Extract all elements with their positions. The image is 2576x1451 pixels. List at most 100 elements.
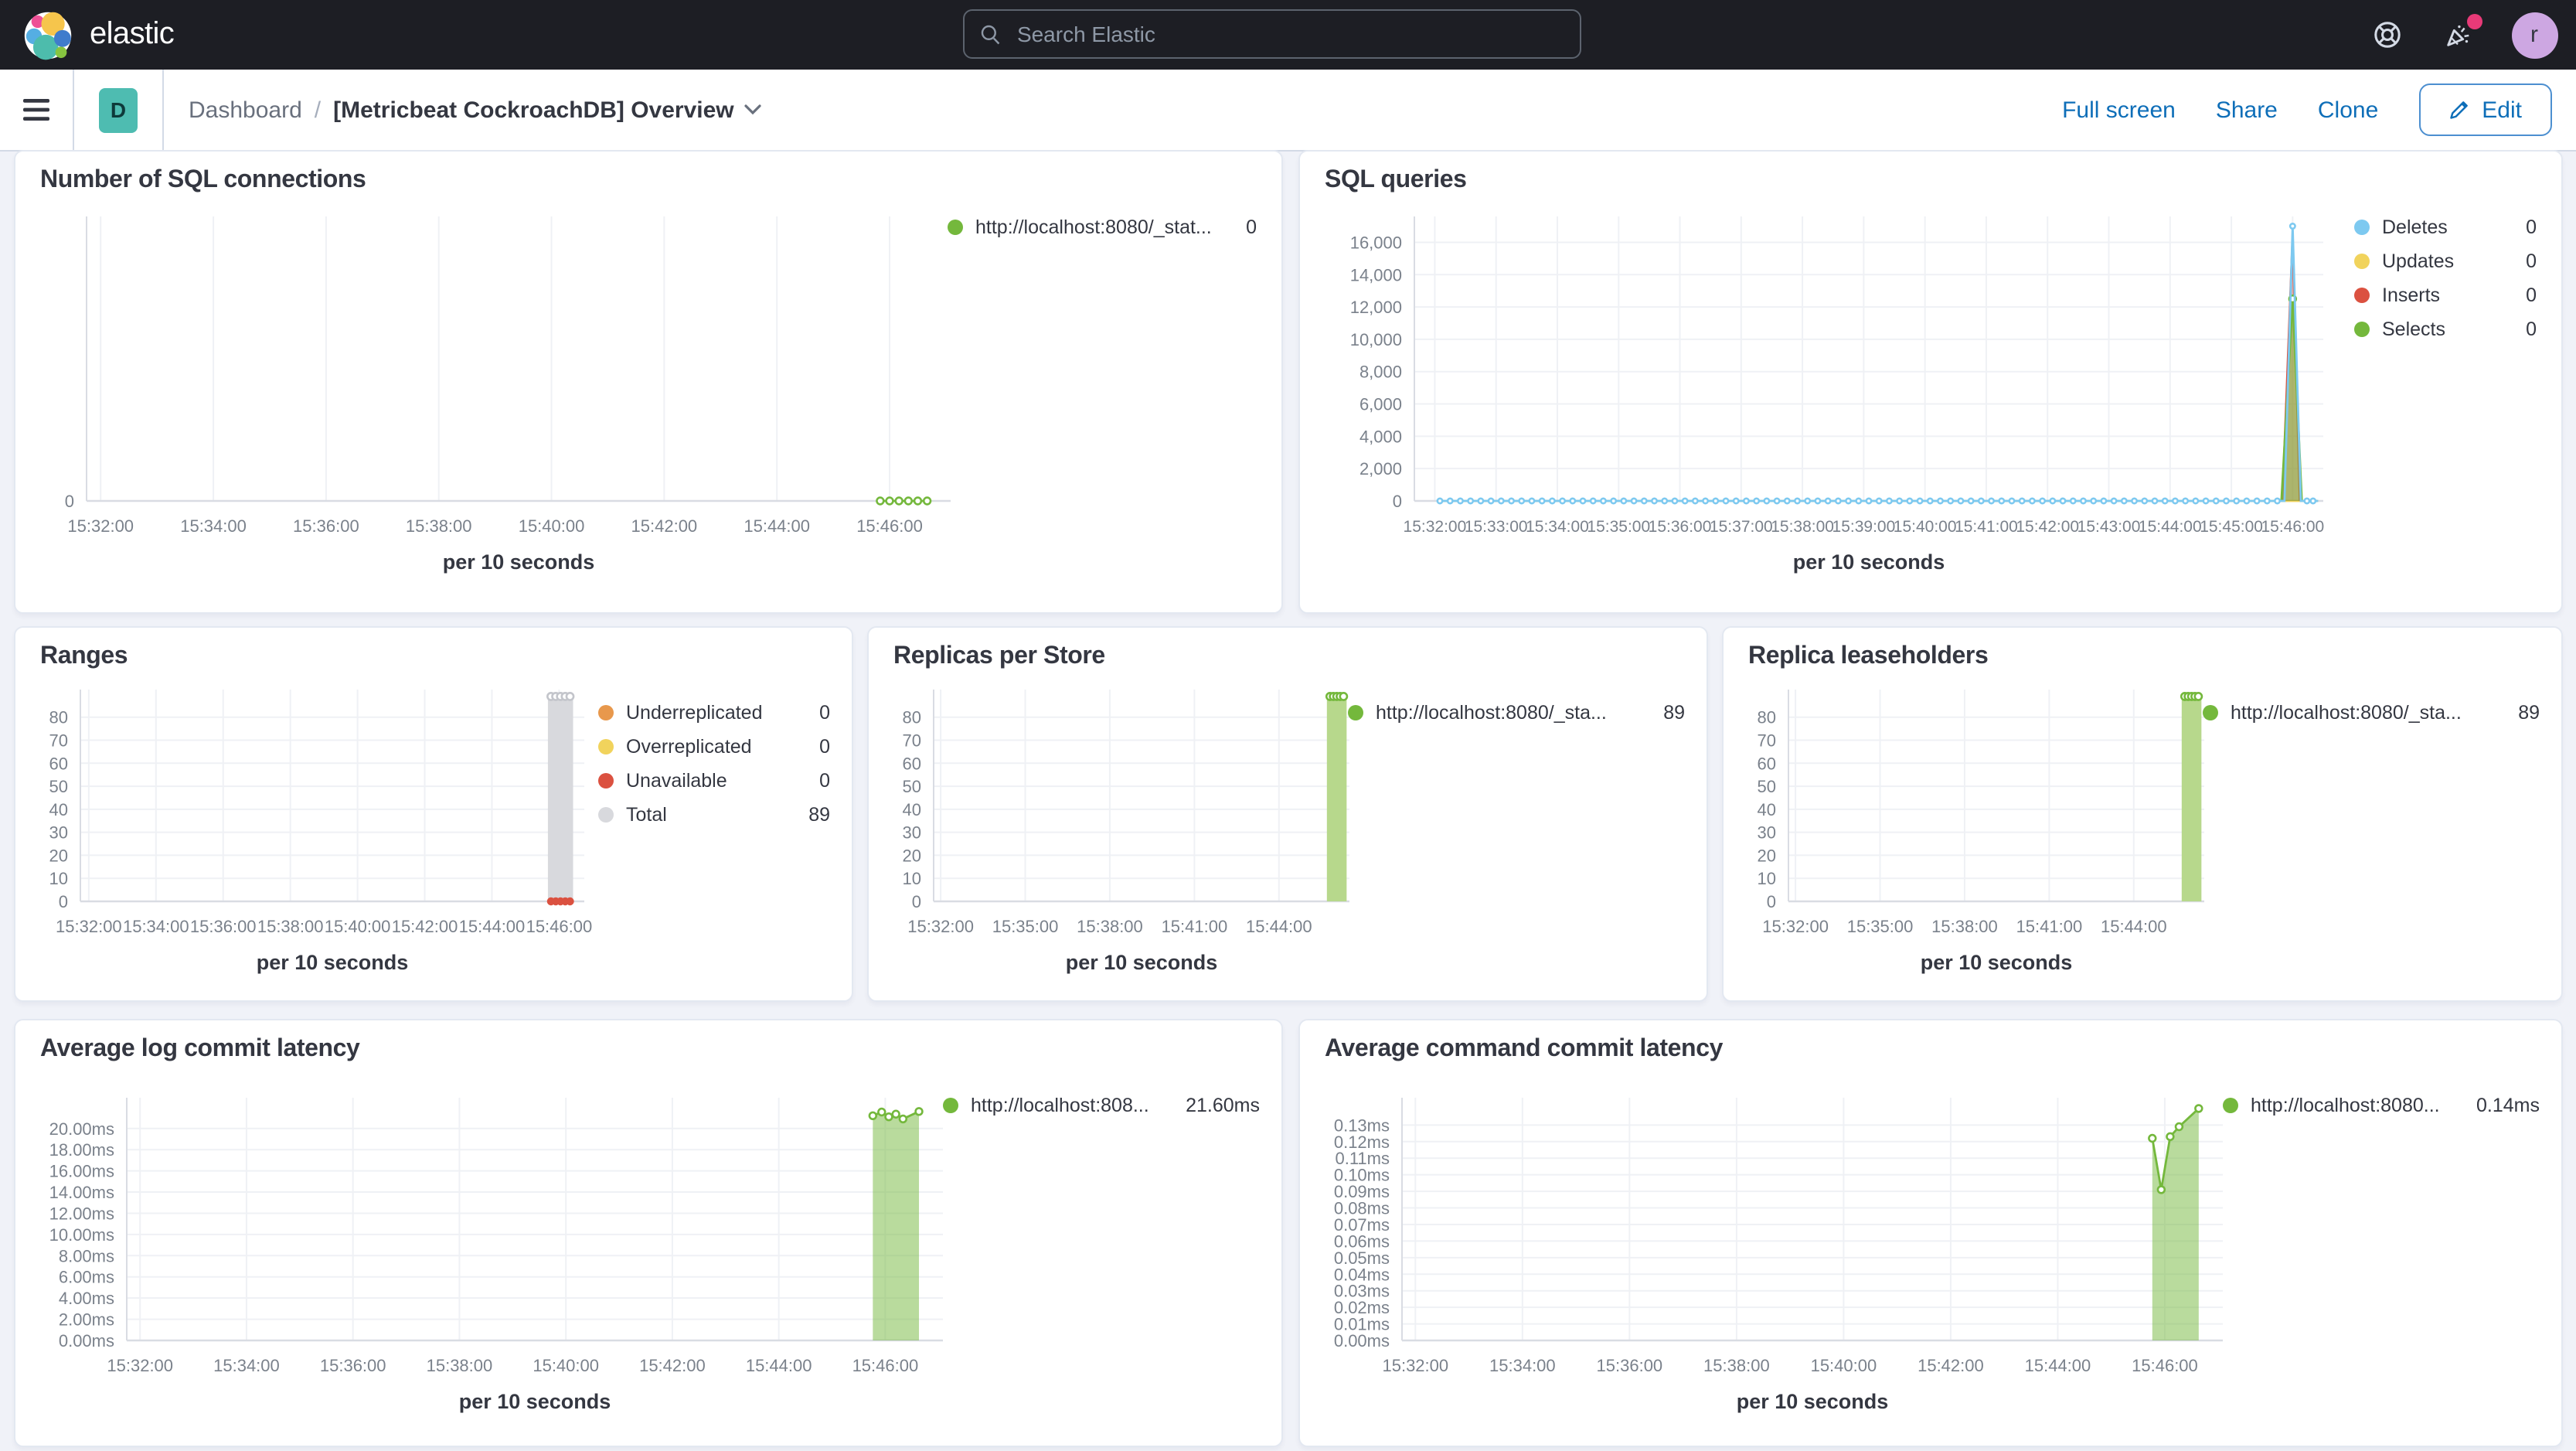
svg-text:10: 10 xyxy=(903,869,921,888)
legend-item[interactable]: Total 89 xyxy=(598,804,830,826)
notification-badge xyxy=(2466,13,2482,29)
dashboard-actions: Full screen Share Clone Edit xyxy=(2062,83,2576,136)
svg-text:12.00ms: 12.00ms xyxy=(49,1204,114,1223)
panel-title[interactable]: Average command commit latency xyxy=(1325,1036,1724,1062)
svg-text:15:35:00: 15:35:00 xyxy=(992,917,1059,936)
panel-title[interactable]: Average log commit latency xyxy=(40,1036,360,1062)
svg-text:50: 50 xyxy=(1758,777,1776,796)
svg-text:15:46:00: 15:46:00 xyxy=(526,917,593,936)
svg-text:15:32:00: 15:32:00 xyxy=(907,917,974,936)
chart-legend: http://localhost:8080/_sta... 89 xyxy=(1348,702,1685,736)
svg-text:15:40:00: 15:40:00 xyxy=(519,516,585,536)
legend-item[interactable]: Selects 0 xyxy=(2354,318,2537,340)
search-input[interactable] xyxy=(1013,20,1564,48)
legend-item[interactable]: Inserts 0 xyxy=(2354,284,2537,306)
breadcrumb-separator: / xyxy=(314,97,322,123)
svg-text:0.12ms: 0.12ms xyxy=(1334,1133,1390,1152)
menu-icon[interactable] xyxy=(0,70,73,150)
legend-item[interactable]: http://localhost:8080/_sta... 89 xyxy=(1348,702,1685,724)
legend-value: 89 xyxy=(808,804,830,826)
edit-button[interactable]: Edit xyxy=(2418,83,2551,136)
legend-value: 0 xyxy=(819,702,830,724)
legend-value: 0 xyxy=(2526,318,2537,340)
svg-text:20: 20 xyxy=(903,846,921,865)
clone-button[interactable]: Clone xyxy=(2317,97,2379,123)
svg-text:14.00ms: 14.00ms xyxy=(49,1183,114,1202)
svg-text:18.00ms: 18.00ms xyxy=(49,1140,114,1160)
svg-text:4.00ms: 4.00ms xyxy=(59,1289,114,1308)
sql-connections-chart[interactable]: 0 15:32:00 15:34:00 15:36:00 15:38:00 15:40:0… xyxy=(40,198,1260,603)
legend-item[interactable]: http://localhost:8080/_stat... 0 xyxy=(948,216,1257,238)
panel-title[interactable]: Replica leaseholders xyxy=(1748,643,1989,669)
svg-text:15:35:00: 15:35:00 xyxy=(1587,518,1650,536)
svg-text:6.00ms: 6.00ms xyxy=(59,1268,114,1287)
svg-text:15:46:00: 15:46:00 xyxy=(2132,1356,2198,1375)
full-screen-button[interactable]: Full screen xyxy=(2062,97,2176,123)
command-commit-latency-chart[interactable]: 0.00ms0.01ms0.02ms0.03ms0.04ms0.05ms0.06… xyxy=(1325,1067,2540,1436)
svg-text:0.00ms: 0.00ms xyxy=(59,1331,114,1351)
panel-title[interactable]: Replicas per Store xyxy=(893,643,1105,669)
breadcrumb-dashboard[interactable]: Dashboard xyxy=(189,97,302,123)
space-switcher: D xyxy=(74,70,162,150)
sql-queries-chart[interactable]: 0 2,000 4,000 6,000 8,000 10,000 12,000 14,000 1… xyxy=(1325,198,2540,603)
svg-text:15:32:00: 15:32:00 xyxy=(107,1356,173,1375)
legend-item[interactable]: Overreplicated 0 xyxy=(598,736,830,758)
svg-text:0.02ms: 0.02ms xyxy=(1334,1298,1390,1317)
legend-label: Unavailable xyxy=(626,770,727,792)
space-badge[interactable]: D xyxy=(99,87,138,132)
svg-text:4,000: 4,000 xyxy=(1359,427,1402,446)
svg-text:15:34:00: 15:34:00 xyxy=(213,1356,280,1375)
replica-leaseholders-chart[interactable]: 0 10 20 30 40 50 60 70 80 15:32:00 15:35:00 15:38:0… xyxy=(1748,674,2540,991)
svg-text:15:44:00: 15:44:00 xyxy=(459,917,526,936)
svg-text:15:38:00: 15:38:00 xyxy=(1771,518,1834,536)
breadcrumb-current[interactable]: [Metricbeat CockroachDB] Overview xyxy=(333,97,762,123)
svg-text:60: 60 xyxy=(1758,754,1776,773)
svg-text:15:34:00: 15:34:00 xyxy=(123,917,189,936)
svg-text:15:32:00: 15:32:00 xyxy=(56,917,122,936)
divider xyxy=(73,70,74,150)
legend-item[interactable]: http://localhost:808... 21.60ms xyxy=(943,1095,1260,1116)
panel-replica-leaseholders: Replica leaseholders 0 10 20 30 40 50 60 70 80 15… xyxy=(1722,626,2563,1002)
panel-title[interactable]: SQL queries xyxy=(1325,167,1467,193)
legend-dot-icon xyxy=(2223,1098,2238,1113)
chart-legend: http://localhost:808... 21.60ms xyxy=(943,1095,1260,1129)
svg-text:15:38:00: 15:38:00 xyxy=(1931,917,1998,936)
user-avatar[interactable]: r xyxy=(2511,12,2557,58)
legend-item[interactable]: http://localhost:8080/_sta... 89 xyxy=(2203,702,2540,724)
legend-label: Total xyxy=(626,804,667,826)
legend-label: http://localhost:8080... xyxy=(2251,1095,2440,1116)
svg-text:15:39:00: 15:39:00 xyxy=(1832,518,1896,536)
svg-text:10,000: 10,000 xyxy=(1350,330,1402,349)
svg-text:15:44:00: 15:44:00 xyxy=(2139,518,2202,536)
legend-label: Underreplicated xyxy=(626,702,763,724)
legend-item[interactable]: Underreplicated 0 xyxy=(598,702,830,724)
svg-text:15:41:00: 15:41:00 xyxy=(1955,518,2018,536)
svg-text:per 10 seconds: per 10 seconds xyxy=(257,951,409,974)
global-search[interactable] xyxy=(963,9,1581,59)
newsfeed-icon[interactable] xyxy=(2440,13,2482,53)
svg-text:20.00ms: 20.00ms xyxy=(49,1119,114,1139)
panel-title[interactable]: Number of SQL connections xyxy=(40,167,366,193)
share-button[interactable]: Share xyxy=(2215,97,2278,123)
legend-item[interactable]: Updates 0 xyxy=(2354,250,2537,272)
svg-text:15:45:00: 15:45:00 xyxy=(2200,518,2263,536)
legend-item[interactable]: Deletes 0 xyxy=(2354,216,2537,238)
svg-text:15:36:00: 15:36:00 xyxy=(1597,1356,1663,1375)
svg-text:15:42:00: 15:42:00 xyxy=(392,917,458,936)
chart-legend: Underreplicated 0 Overreplicated 0 Unavailab… xyxy=(598,702,830,838)
svg-text:15:36:00: 15:36:00 xyxy=(190,917,257,936)
legend-value: 0 xyxy=(2526,216,2537,238)
replicas-per-store-chart[interactable]: 0 10 20 30 40 50 60 70 80 15:32:00 15:35:00 15:38:0… xyxy=(893,674,1685,991)
help-icon[interactable] xyxy=(2369,16,2406,53)
panel-title[interactable]: Ranges xyxy=(40,643,128,669)
legend-item[interactable]: Unavailable 0 xyxy=(598,770,830,792)
svg-text:15:34:00: 15:34:00 xyxy=(1489,1356,1556,1375)
svg-text:15:35:00: 15:35:00 xyxy=(1847,917,1914,936)
legend-item[interactable]: http://localhost:8080... 0.14ms xyxy=(2223,1095,2540,1116)
chart-legend: Deletes 0 Updates 0 Inserts 0 Selects 0 xyxy=(2354,216,2537,353)
ranges-chart[interactable]: 0 10 20 30 40 50 60 70 80 15:32:00 15:34:00 15:36:0… xyxy=(40,674,830,991)
svg-text:50: 50 xyxy=(49,777,68,796)
elastic-home[interactable]: elastic xyxy=(0,9,175,61)
